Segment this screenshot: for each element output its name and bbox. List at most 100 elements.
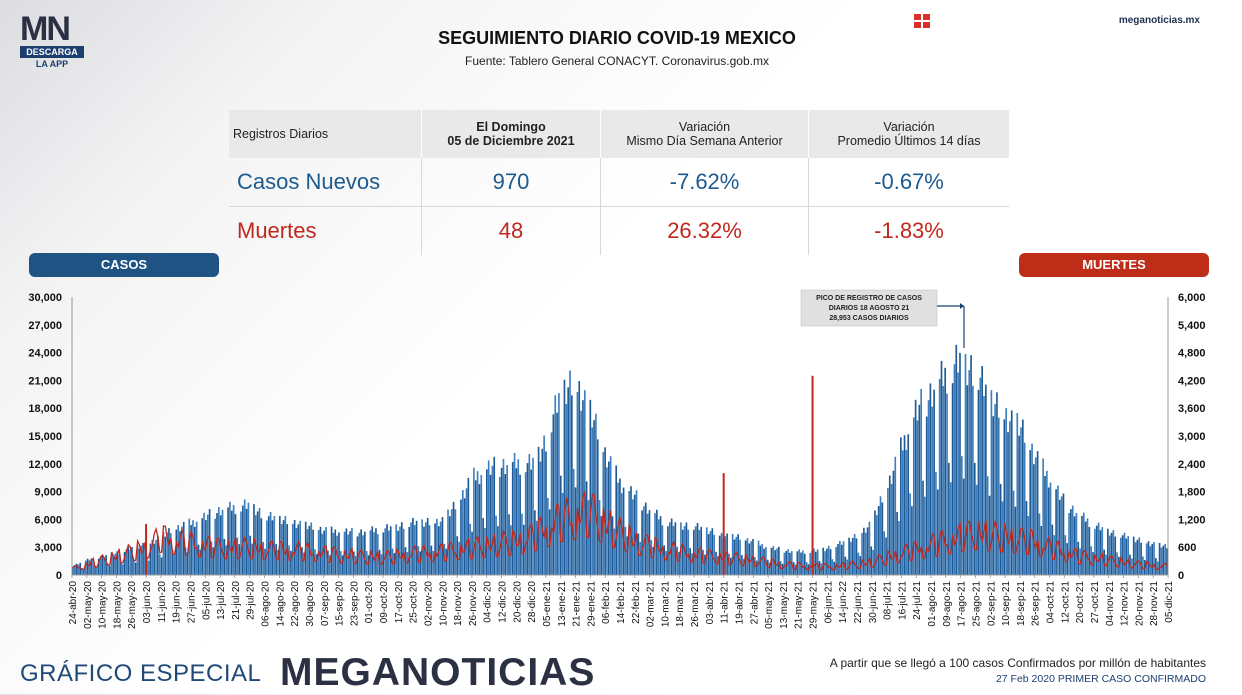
stats-header-row: Registros Diarios El Domingo 05 de Diciem… [229, 110, 1009, 158]
cases-bar [558, 393, 560, 575]
cases-bar [1064, 535, 1067, 575]
row-label-deaths: Muertes [237, 218, 317, 243]
cases-bar [1107, 528, 1109, 575]
cases-bar [920, 388, 922, 575]
cases-bar [408, 526, 411, 575]
cases-bar [121, 564, 124, 575]
x-tick-label: 15-sep-20 [335, 581, 346, 626]
cases-bar [511, 462, 514, 575]
cases-bar [883, 531, 886, 575]
cases-bar [914, 399, 917, 575]
cases-bar [1112, 530, 1115, 575]
cases-bar [84, 560, 87, 575]
cases-bar [896, 511, 898, 575]
cases-bar [334, 529, 337, 575]
cases-bar [171, 550, 174, 575]
cases-bar [491, 465, 494, 575]
cases-bar [149, 543, 152, 575]
cases-bar [1062, 493, 1065, 575]
site-url[interactable]: meganoticias.mx [1118, 15, 1200, 26]
page-title: SEGUIMIENTO DIARIO COVID-19 MEXICO [438, 28, 796, 48]
cases-bar [1125, 538, 1128, 575]
cases-bar [905, 449, 908, 575]
cases-bar [885, 537, 887, 575]
cases-bar [188, 518, 191, 575]
x-tick-label: 21-ene-21 [572, 581, 583, 627]
cases-bar [132, 559, 135, 575]
x-tick-label: 14-jun-22 [838, 581, 849, 624]
cases-bar [1016, 413, 1019, 575]
cases-bar [445, 548, 447, 575]
y-right-tick-label: 4,800 [1178, 348, 1206, 360]
cases-bar [1038, 513, 1041, 575]
cases-bar [428, 525, 431, 575]
cases-bar [924, 496, 926, 575]
cases-bar [678, 552, 680, 575]
x-tick-label: 22-feb-21 [631, 581, 642, 624]
cases-bar [1047, 487, 1050, 575]
cases-bar [816, 549, 819, 575]
y-right-tick-label: 3,000 [1178, 431, 1206, 443]
cases-bar [1027, 516, 1030, 575]
cases-bar [1075, 513, 1078, 575]
x-tick-label: 10-may-20 [98, 581, 109, 629]
cases-bar [108, 565, 111, 575]
cases-bar [931, 406, 934, 575]
cases-bar [1081, 515, 1083, 575]
cases-bar [230, 510, 233, 575]
cases-value: 970 [421, 158, 601, 207]
cases-bar [698, 530, 701, 575]
x-tick-label: 25-oct-20 [409, 581, 420, 624]
cases-bar [912, 417, 915, 575]
cases-bar [874, 510, 876, 575]
cases-bar [232, 505, 235, 575]
cases-bar [325, 527, 327, 575]
meganoticias-logo[interactable]: MN DESCARGA LA APP [20, 12, 84, 69]
cases-bar [681, 529, 684, 575]
cases-bar [439, 521, 442, 575]
x-tick-label: 12-oct-21 [1060, 581, 1071, 624]
cases-bar [813, 548, 815, 575]
cases-bar [1049, 482, 1052, 575]
cases-bar [872, 549, 874, 575]
y-left-tick-label: 3,000 [34, 542, 62, 554]
cases-bar [709, 531, 712, 575]
cases-bar [266, 520, 268, 575]
cases-bar [1034, 457, 1037, 575]
cases-bar [894, 456, 897, 575]
cases-bar [504, 473, 507, 575]
cases-bar [319, 526, 322, 575]
cases-bar [748, 543, 751, 575]
cases-bar [284, 516, 287, 575]
page-subtitle: Fuente: Tablero General CONACYT. Coronav… [465, 54, 769, 68]
annotation-arrowhead [960, 303, 964, 309]
x-tick-label: 25-ago-21 [971, 581, 982, 627]
cases-bar [419, 551, 422, 575]
cases-bar [454, 509, 457, 575]
cases-bar [310, 522, 313, 575]
cases-bar [524, 472, 527, 575]
cases-bar [114, 553, 117, 575]
cases-bar [713, 534, 715, 575]
cases-bar [1147, 541, 1150, 575]
x-tick-label: 16-jul-21 [897, 581, 908, 620]
cases-bar [997, 417, 1000, 575]
cases-bar [859, 556, 862, 575]
cases-bar [526, 463, 529, 575]
y-right-tick-label: 6,000 [1178, 292, 1206, 304]
cases-bar [768, 562, 771, 575]
cases-bar [1084, 521, 1087, 575]
cases-bar [103, 557, 106, 575]
cases-bar [966, 385, 969, 575]
cases-bar [962, 478, 965, 575]
cases-bar [1153, 542, 1155, 575]
cases-bar [478, 484, 481, 575]
cases-bar [959, 352, 961, 575]
cases-bar [480, 474, 483, 575]
y-right-tick-label: 3,600 [1178, 403, 1206, 415]
cases-bar [761, 543, 764, 575]
cases-bar [1134, 542, 1137, 575]
cases-bar [1082, 512, 1085, 575]
cases-bar [1164, 543, 1166, 575]
cases-bar [842, 541, 845, 575]
